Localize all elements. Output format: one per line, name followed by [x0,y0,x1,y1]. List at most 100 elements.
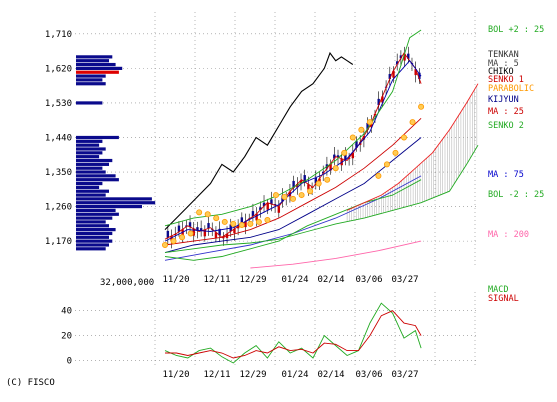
price-x-tick: 12/11 [203,275,230,285]
volume-bar [76,101,103,105]
candle-body [355,141,358,148]
parabolic-dot [290,195,297,202]
price-y-tick: 1,440 [45,133,72,143]
candle-body [333,154,336,159]
volume-bar [76,216,113,220]
candle-body [362,136,366,140]
candle-body [236,226,240,229]
volume-bar [76,162,109,166]
candle-body [377,98,380,106]
price-series [161,29,479,269]
macd-legend-item: SIGNAL [488,294,519,304]
parabolic-dot [332,165,339,172]
volume-bar [76,59,109,63]
candle-body [366,122,369,130]
candle-body [418,72,421,80]
volume-bar [76,197,152,201]
legend-item: MA : 200 [488,230,529,240]
volume-bar [76,155,100,159]
macd-x-tick: 01/24 [281,370,308,380]
volume-bar [76,66,123,70]
price-y-tick: 1,260 [45,203,72,213]
macd-x-tick: 03/06 [355,370,382,380]
parabolic-dot [161,241,168,248]
volume-bar [76,208,116,213]
legend-item: SENKO 2 [488,121,524,131]
volume-bar [76,143,100,147]
volume-bar [76,139,103,143]
legend-item: MA : 75 [488,170,524,180]
candle-body [244,221,247,228]
candle-body [407,53,410,59]
parabolic-dot [418,103,425,110]
parabolic-dot [298,192,305,199]
candle-body [207,223,210,229]
macd-x-tick: 11/20 [162,370,189,380]
series-senko2 [164,144,479,254]
volume-bar [76,158,113,163]
price-y-tick: 1,620 [45,64,72,74]
parabolic-dot [179,234,186,241]
volume-bar [76,239,113,243]
volume-bar [76,178,119,182]
candle-body [214,232,218,239]
parabolic-dot [392,149,399,156]
parabolic-dot [264,217,271,224]
candle-body [388,74,391,79]
candle-body [299,180,303,184]
candle-body [262,202,266,207]
price-x-tick: 03/06 [355,275,382,285]
parabolic-dot [401,134,408,141]
price-x-tick: 11/20 [162,275,189,285]
volume-bar [76,243,109,247]
legend-item: MA : 25 [488,107,524,117]
candle-body [303,175,306,182]
candle-body [292,180,295,188]
candle-body [188,222,192,227]
price-y-tick: 1,710 [45,30,72,40]
price-y-tick: 1,350 [45,168,72,178]
candle-body [351,152,354,159]
candle-body [240,217,244,224]
macd-y-tick: 40 [61,307,72,317]
series-ma200 [250,240,422,269]
volume-bar [76,151,103,155]
candle-body [166,230,170,238]
candle-body [259,207,262,210]
series-kijyun [164,137,422,254]
candle-body [174,234,177,236]
price-y-tick: 1,530 [45,99,72,109]
candle-body [270,199,273,205]
candle-body [322,171,325,174]
parabolic-dot [349,134,356,141]
grid-lines [75,12,478,368]
legend-item: KIJYUN [488,95,519,105]
macd-x-tick: 12/29 [239,370,266,380]
volume-bar [76,82,106,86]
macd-x-axis: 11/20 12/11 12/29 01/24 02/14 03/06 03/27 [162,370,418,380]
parabolic-dot [366,119,373,126]
candle-body [218,228,221,236]
volume-bar [76,193,106,197]
volume-bar [76,224,109,228]
candle-body [233,228,236,233]
legend-item: BOL +2 : 25 [488,25,544,35]
macd-series-macd [164,302,422,364]
volume-bar [76,185,100,189]
parabolic-dot [170,238,177,245]
candle-body [296,184,299,188]
candle-body [399,55,403,59]
parabolic-dot [281,193,288,200]
volume-bar [76,235,109,239]
parabolic-dot [272,192,279,199]
candle-body [344,154,347,160]
series-close [164,52,422,240]
parabolic-dot [383,161,390,168]
volume-bar [76,74,106,78]
macd-x-tick: 12/11 [203,370,230,380]
macd-y-axis: 40 20 0 [61,307,72,367]
volume-bar [76,170,106,174]
candle-body [255,213,258,221]
